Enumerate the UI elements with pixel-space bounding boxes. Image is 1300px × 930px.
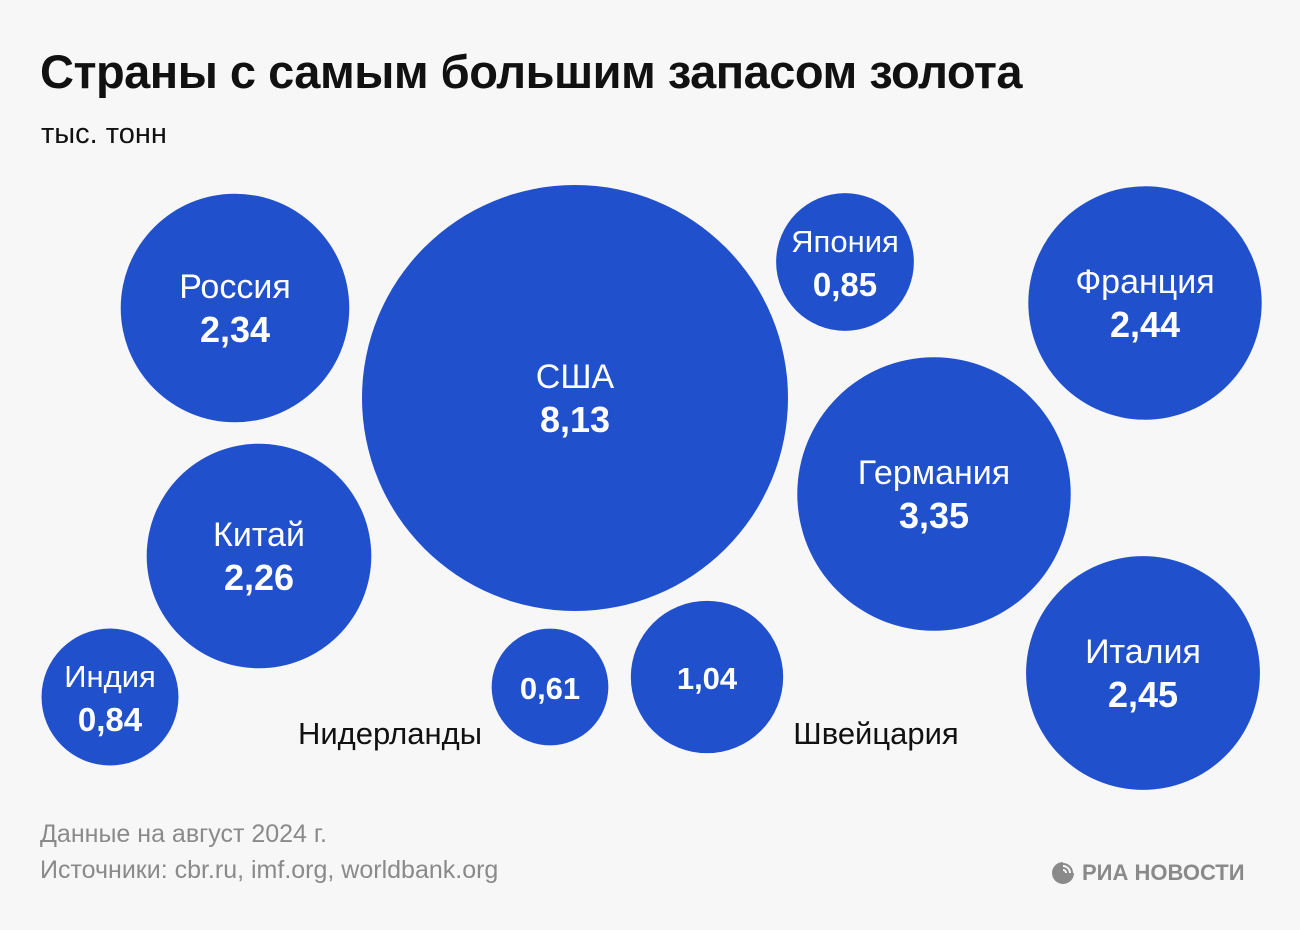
bubble-name: США (536, 358, 615, 396)
bubble-7: 0,61 Нидерланды (298, 628, 609, 751)
bubble-circle (797, 357, 1071, 631)
bubble-value: 2,26 (224, 557, 294, 598)
bubble-name: Индия (64, 659, 156, 694)
bubble-name: Россия (179, 268, 291, 306)
bubble-value: 0,85 (813, 266, 877, 303)
bubble-circle (41, 628, 179, 766)
bubble-6: Индия 0,84 (41, 628, 179, 766)
bubble-name: Швейцария (793, 716, 958, 751)
bubble-circle (1028, 186, 1262, 420)
bubble-name: Япония (791, 224, 899, 259)
bubble-value: 0,61 (520, 671, 580, 706)
bubble-name: Италия (1085, 633, 1201, 671)
bubble-8: 1,04 Швейцария (630, 600, 959, 754)
chart-title: Страны с самым большим запасом золота (40, 45, 1023, 98)
bubble-circle (120, 193, 350, 423)
bubble-circle (630, 600, 784, 754)
bubble-value: 1,04 (677, 661, 738, 696)
bubble-value: 2,45 (1108, 674, 1178, 715)
bubble-circle (362, 185, 788, 611)
ria-logo: РИА НОВОСТИ (1050, 860, 1245, 886)
bubble-circle (146, 443, 372, 669)
bubble-2: Япония 0,85 (776, 193, 914, 331)
bubble-value: 8,13 (540, 399, 610, 440)
bubble-value: 2,34 (200, 309, 270, 350)
bubble-name: Китай (213, 516, 305, 554)
bubble-name: Нидерланды (298, 716, 482, 751)
bubble-circle (776, 193, 914, 331)
bubble-value: 2,44 (1110, 304, 1180, 345)
bubble-name: Франция (1075, 263, 1214, 301)
footer-note: Данные на август 2024 г. (40, 820, 327, 848)
bubble-circle (491, 628, 609, 746)
chart-subtitle: тыс. тонн (41, 118, 167, 150)
bubble-circle (1026, 556, 1260, 790)
ria-globe-icon (1052, 861, 1075, 884)
bubble-value: 3,35 (899, 495, 969, 536)
bubble-value: 0,84 (78, 701, 143, 738)
logo-text: РИА НОВОСТИ (1082, 860, 1245, 885)
footer-sources: Источники: cbr.ru, imf.org, worldbank.or… (40, 856, 499, 884)
bubble-name: Германия (858, 454, 1010, 492)
